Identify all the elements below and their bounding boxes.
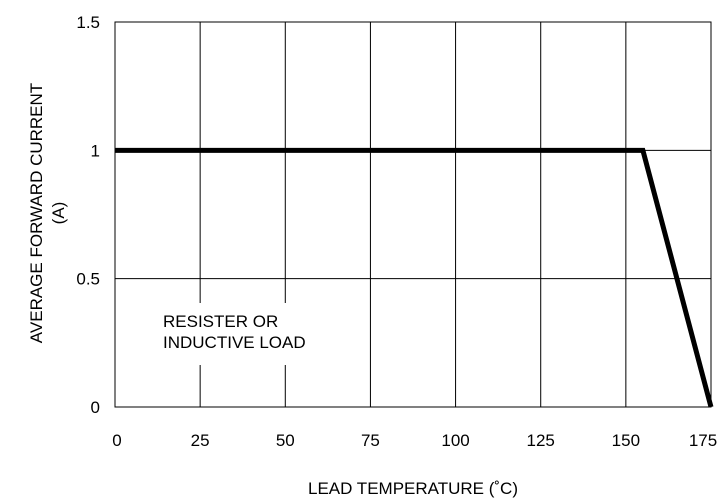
x-tick-label-1: 25 — [191, 431, 210, 450]
annotation-background — [158, 303, 358, 365]
annotation-line-1: RESISTER OR — [163, 312, 278, 331]
y-tick-label-3: 1.5 — [76, 13, 100, 32]
x-tick-label-5: 125 — [527, 431, 555, 450]
x-tick-labels: 0 25 50 75 100 125 150 175 — [112, 431, 717, 450]
series-group — [115, 147, 714, 408]
y-tick-label-1: 0.5 — [76, 270, 100, 289]
y-tick-labels: 0 0.5 1 1.5 — [76, 13, 100, 417]
grid-lines — [115, 22, 711, 407]
x-tick-label-3: 75 — [361, 431, 380, 450]
x-axis-label: LEAD TEMPERATURE (˚C) — [308, 479, 518, 498]
y-tick-label-0: 0 — [91, 398, 100, 417]
series-line-0 — [115, 147, 714, 408]
y-tick-label-2: 1 — [91, 141, 100, 160]
x-tick-label-0: 0 — [112, 431, 121, 450]
y-axis-label-line-1: AVERAGE FORWARD CURRENT — [27, 83, 46, 343]
x-tick-label-6: 150 — [612, 431, 640, 450]
x-tick-label-2: 50 — [276, 431, 295, 450]
y-axis-label-line-2: (A) — [49, 202, 68, 225]
x-tick-label-4: 100 — [441, 431, 469, 450]
annotation-line-2: INDUCTIVE LOAD — [163, 333, 306, 352]
x-tick-label-7: 175 — [689, 431, 717, 450]
plot-frame — [114, 21, 712, 408]
